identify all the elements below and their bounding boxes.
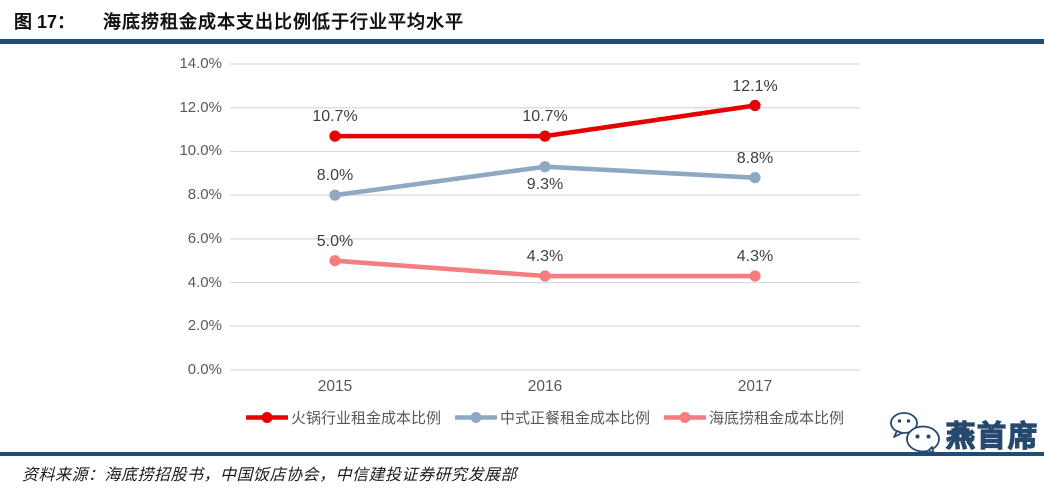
legend-item: 海底捞租金成本比例 xyxy=(664,407,844,428)
figure-number-label: 图 17： xyxy=(14,12,76,32)
data-point-label: 8.8% xyxy=(736,149,774,167)
data-point xyxy=(539,130,551,142)
data-point xyxy=(329,189,341,201)
legend-item: 中式正餐租金成本比例 xyxy=(454,407,650,428)
data-point-label: 4.3% xyxy=(736,248,774,265)
x-tick-label: 2017 xyxy=(737,378,773,395)
figure-title: 海底捞租金成本支出比例低于行业平均水平 xyxy=(103,12,465,32)
data-point-label: 5.0% xyxy=(316,232,354,250)
y-tick-label: 2.0% xyxy=(187,317,222,335)
source-note: 资料来源：海底捞招股书，中国饭店协会，中信建投证券研究发展部 xyxy=(22,467,518,484)
figure-header: 图 17： 海底捞租金成本支出比例低于行业平均水平 xyxy=(14,8,464,34)
legend-label: 中式正餐租金成本比例 xyxy=(499,410,650,427)
y-tick-label: 12.0% xyxy=(179,98,222,116)
data-point-label: 8.0% xyxy=(316,167,354,185)
data-point-label: 9.3% xyxy=(526,175,564,193)
data-point xyxy=(749,270,761,282)
data-point-label: 10.7% xyxy=(312,108,358,126)
y-tick-label: 0.0% xyxy=(187,361,222,378)
data-point xyxy=(539,270,551,282)
data-point-label: 10.7% xyxy=(522,108,568,126)
line-chart: 0.0% 2.0% 4.0% 6.0% 8.0% 10.0% 12.0% 14.0% 2015… xyxy=(0,44,1058,452)
top-divider-rule xyxy=(0,39,1044,44)
chart-canvas xyxy=(230,63,860,371)
legend-label: 火锅行业租金成本比例 xyxy=(290,410,441,427)
data-point-label: 4.3% xyxy=(526,248,564,265)
legend-line-marker-icon xyxy=(664,412,706,423)
x-tick-label: 2015 xyxy=(317,378,353,395)
y-tick-label: 6.0% xyxy=(187,229,222,247)
data-point xyxy=(749,172,761,184)
legend-line-marker-icon xyxy=(454,412,497,423)
data-point xyxy=(329,130,341,142)
legend-label: 海底捞租金成本比例 xyxy=(709,410,845,427)
legend-line-marker-icon xyxy=(245,412,288,423)
x-tick-label: 2016 xyxy=(527,378,563,395)
data-point-label: 12.1% xyxy=(732,77,778,95)
data-point xyxy=(539,161,551,173)
y-tick-label: 8.0% xyxy=(187,186,222,204)
y-tick-label: 4.0% xyxy=(187,273,222,291)
watermark-text: 燕首席 xyxy=(945,420,1040,453)
data-point xyxy=(749,99,761,112)
chart-legend: 火锅行业租金成本比例 中式正餐租金成本比例 海底捞租金成本比例 xyxy=(218,407,872,428)
legend-item: 火锅行业租金成本比例 xyxy=(245,407,441,428)
watermark: 燕首席 xyxy=(888,411,1039,457)
y-tick-label: 10.0% xyxy=(179,142,222,160)
y-tick-label: 14.0% xyxy=(179,55,222,72)
data-point xyxy=(329,255,341,267)
bottom-divider-rule xyxy=(0,452,1044,456)
wechat-bubbles-icon xyxy=(890,412,940,456)
